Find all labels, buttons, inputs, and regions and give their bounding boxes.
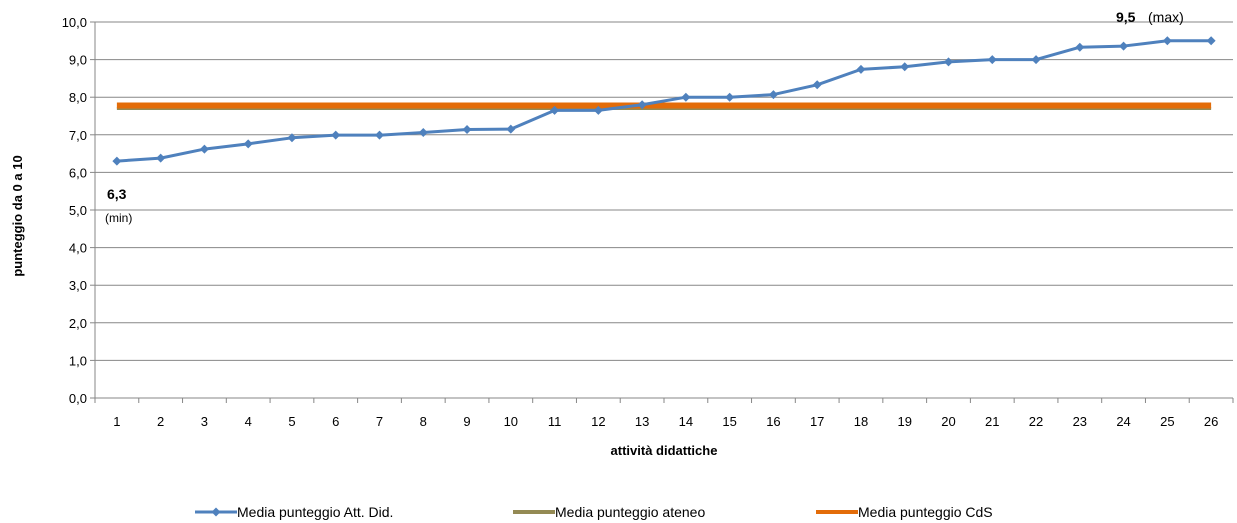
data-point <box>287 133 297 143</box>
x-tick-label: 15 <box>722 414 736 429</box>
x-tick-label: 13 <box>635 414 649 429</box>
x-tick-label: 24 <box>1116 414 1130 429</box>
data-point <box>506 124 516 134</box>
x-tick-label: 6 <box>332 414 339 429</box>
data-point <box>462 125 472 135</box>
series-lines <box>112 36 1216 166</box>
x-tick-label: 20 <box>941 414 955 429</box>
data-point <box>1206 36 1216 46</box>
x-tick-label: 23 <box>1073 414 1087 429</box>
y-tick-label: 9,0 <box>69 53 87 68</box>
x-tick-label: 17 <box>810 414 824 429</box>
y-tick-label: 6,0 <box>69 165 87 180</box>
x-tick-labels: 1 2 3 4 5 6 7 8 9 10 11 12 13 14 15 16 17 18 19 20 21 22 23 24 2… <box>113 414 1218 429</box>
min-annotation: 6,3 (min) <box>105 186 132 225</box>
x-tick-label: 22 <box>1029 414 1043 429</box>
data-point <box>156 153 166 163</box>
data-point <box>1075 42 1085 52</box>
data-point <box>199 144 209 154</box>
x-tick-label: 18 <box>854 414 868 429</box>
data-point <box>550 105 560 115</box>
data-point <box>944 57 953 67</box>
y-tick-label: 0,0 <box>69 391 87 406</box>
legend-item-2: Media punteggio ateneo <box>513 504 705 520</box>
x-tick-label: 14 <box>679 414 693 429</box>
data-point <box>1031 55 1041 65</box>
x-tick-label: 7 <box>376 414 383 429</box>
y-tick-label: 8,0 <box>69 90 87 105</box>
legend-item-3: Media punteggio CdS <box>816 504 993 520</box>
y-tick-label: 3,0 <box>69 278 87 293</box>
y-tick-labels: 0,0 1,0 2,0 3,0 4,0 5,0 6,0 7,0 8,0 9,0 10,0 <box>62 15 87 406</box>
max-value-label: 9,5 <box>1116 9 1136 25</box>
gridlines <box>95 21 1233 361</box>
y-axis-title: punteggio da 0 a 10 <box>10 155 25 276</box>
data-point <box>331 130 341 140</box>
x-tick-label: 8 <box>420 414 427 429</box>
data-point <box>900 62 910 72</box>
data-point <box>375 130 384 140</box>
data-point <box>812 80 822 90</box>
data-point <box>768 90 778 100</box>
x-tick-label: 16 <box>766 414 780 429</box>
y-tick-label: 5,0 <box>69 203 87 218</box>
axes <box>90 21 1234 403</box>
x-tick-label: 12 <box>591 414 605 429</box>
y-tick-label: 2,0 <box>69 316 87 331</box>
legend-label: Media punteggio ateneo <box>555 504 705 520</box>
x-tick-label: 2 <box>157 414 164 429</box>
data-point <box>637 100 647 110</box>
x-tick-label: 19 <box>897 414 911 429</box>
legend-label: Media punteggio CdS <box>858 504 993 520</box>
y-tick-label: 4,0 <box>69 241 87 256</box>
max-annotation: 9,5 (max) <box>1116 9 1184 25</box>
y-tick-label: 10,0 <box>62 15 87 30</box>
x-tick-label: 1 <box>113 414 120 429</box>
x-tick-label: 11 <box>548 414 562 429</box>
min-value-label: 6,3 <box>107 186 127 202</box>
x-tick-label: 9 <box>463 414 470 429</box>
y-tick-label: 7,0 <box>69 128 87 143</box>
x-tick-label: 21 <box>985 414 999 429</box>
x-tick-label: 25 <box>1160 414 1174 429</box>
max-tag-label: (max) <box>1148 9 1184 25</box>
data-point <box>1162 36 1172 46</box>
y-tick-label: 1,0 <box>69 353 87 368</box>
data-point <box>112 156 122 166</box>
x-tick-label: 4 <box>245 414 252 429</box>
legend-label: Media punteggio Att. Did. <box>237 504 393 520</box>
data-point <box>725 92 735 102</box>
series-line-1 <box>116 39 1212 163</box>
data-point <box>856 64 866 74</box>
min-tag-label: (min) <box>105 211 132 225</box>
x-tick-label: 10 <box>504 414 518 429</box>
data-point <box>418 128 428 138</box>
data-point <box>593 105 603 115</box>
legend-item-1: Media punteggio Att. Did. <box>195 504 393 520</box>
data-point <box>681 92 691 102</box>
data-point <box>1119 41 1129 51</box>
data-point <box>987 55 997 65</box>
legend: Media punteggio Att. Did. Media punteggio… <box>195 504 993 520</box>
x-tick-label: 3 <box>201 414 208 429</box>
x-tick-label: 5 <box>288 414 295 429</box>
x-axis-title: attività didattiche <box>611 443 718 458</box>
x-tick-label: 26 <box>1204 414 1218 429</box>
legend-marker <box>211 507 221 517</box>
data-point <box>243 139 253 149</box>
